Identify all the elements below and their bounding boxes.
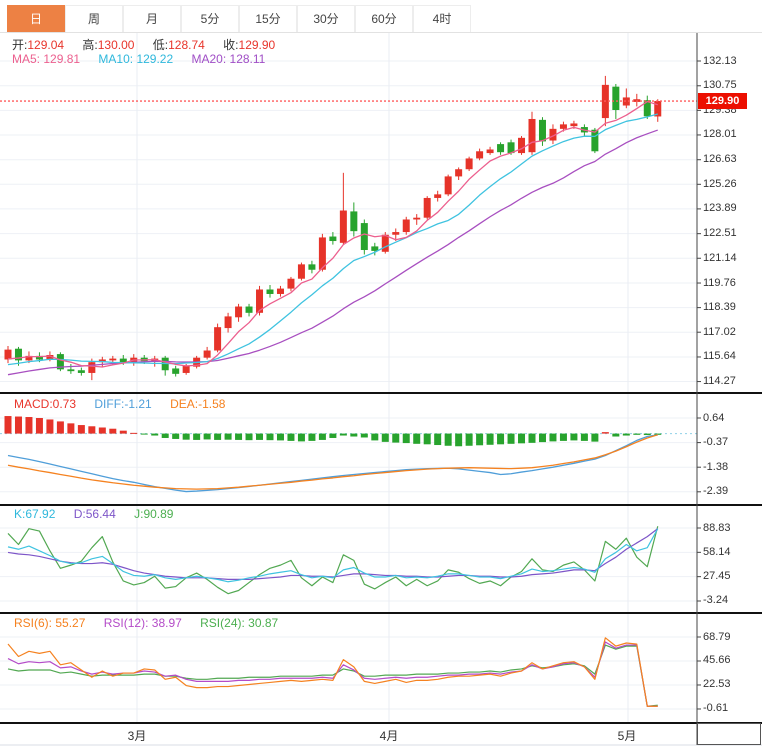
last-price-badge: 129.90 <box>698 93 747 109</box>
open-value: 129.04 <box>27 38 65 52</box>
y-axis-label: 114.27 <box>703 375 736 388</box>
macd-legend: MACD:0.73 DIFF:-1.21 DEA:-1.58 <box>14 397 240 411</box>
y-axis-label: 121.14 <box>703 251 737 264</box>
k-value: 67.92 <box>25 507 56 521</box>
ma-legend: MA5: 129.81 MA10: 129.22 MA20: 128.11 <box>12 52 280 66</box>
macd-label: MACD: <box>14 397 53 411</box>
open-label: 开: <box>12 38 28 52</box>
ma5-label: MA5: <box>12 52 41 66</box>
timeframe-tab-60分[interactable]: 60分 <box>355 5 413 32</box>
x-axis-label: 4月 <box>379 729 399 743</box>
diff-item: DIFF:-1.21 <box>94 397 151 411</box>
y-axis-label: 132.13 <box>703 54 737 67</box>
y-axis-label: -0.61 <box>703 702 729 715</box>
y-axis-label: 122.51 <box>703 227 737 240</box>
kdj-legend: K:67.92 D:56.44 J:90.89 <box>14 507 188 521</box>
y-axis-label: 45.66 <box>703 654 731 667</box>
rsi12-label: RSI(12): <box>103 616 149 630</box>
low-label: 低: <box>152 38 169 52</box>
rsi6-label: RSI(6): <box>14 616 53 630</box>
rsi24-item: RSI(24): 30.87 <box>200 616 278 630</box>
y-axis-label: -1.38 <box>703 460 729 473</box>
high-label: 高: <box>82 38 98 52</box>
y-axis-label: 125.26 <box>703 177 737 190</box>
high-value: 130.00 <box>97 38 135 52</box>
y-axis-label: -0.37 <box>703 436 729 449</box>
dea-value: -1.58 <box>198 397 226 411</box>
x-axis-label: 5月 <box>617 729 637 743</box>
diff-label: DIFF: <box>94 397 125 411</box>
y-axis-label: -3.24 <box>703 594 729 607</box>
ma10-value: 129.22 <box>136 52 174 66</box>
rsi24-value: 30.87 <box>248 616 279 630</box>
j-value: 90.89 <box>143 507 174 521</box>
close-value: 129.90 <box>238 38 276 52</box>
rsi-legend: RSI(6): 55.27 RSI(12): 38.97 RSI(24): 30… <box>14 616 293 630</box>
y-axis-label: 130.75 <box>703 79 737 92</box>
rsi6-item: RSI(6): 55.27 <box>14 616 85 630</box>
low-value: 128.74 <box>168 38 205 52</box>
ma20-value: 128.11 <box>229 52 266 66</box>
rsi6-value: 55.27 <box>55 616 86 630</box>
k-label: K: <box>14 507 26 521</box>
j-label: J: <box>134 507 144 521</box>
timeframe-tab-月[interactable]: 月 <box>123 5 181 32</box>
timeframe-tab-4时[interactable]: 4时 <box>413 5 471 32</box>
y-axis-label: 68.79 <box>703 630 731 643</box>
y-axis-label: 119.76 <box>703 276 736 289</box>
macd-item: MACD:0.73 <box>14 397 76 411</box>
k-item: K:67.92 <box>14 507 55 521</box>
d-value: 56.44 <box>85 507 116 521</box>
y-axis-label: 128.01 <box>703 128 737 141</box>
timeframe-tabbar: 日周月 5分 15分 30分 60分 4时 <box>0 0 762 33</box>
y-axis-label: 88.83 <box>703 521 731 534</box>
timeframe-tab-周[interactable]: 周 <box>65 5 123 32</box>
ohlc-open: 开:129.04 <box>12 38 64 52</box>
ma10-label: MA10: <box>98 52 134 66</box>
macd-value: 0.73 <box>52 397 77 411</box>
y-axis-label: 123.89 <box>703 202 737 215</box>
y-axis-label: 126.63 <box>703 153 737 166</box>
axis-corner-box <box>697 723 761 745</box>
close-label: 收: <box>223 38 239 52</box>
ma5-value: 129.81 <box>43 52 81 66</box>
rsi12-item: RSI(12): 38.97 <box>104 616 182 630</box>
x-axis-label: 3月 <box>127 729 147 743</box>
y-axis-label: 27.45 <box>703 570 731 583</box>
d-item: D:56.44 <box>74 507 116 521</box>
diff-value: -1.21 <box>124 397 152 411</box>
timeframe-tab-日[interactable]: 日 <box>7 5 65 32</box>
y-axis-label: 58.14 <box>703 545 731 558</box>
y-axis-label: 117.02 <box>703 325 736 338</box>
rsi24-label: RSI(24): <box>200 616 245 630</box>
y-axis-label: 0.64 <box>703 411 725 424</box>
ohlc-close: 收:129.90 <box>223 38 275 52</box>
ohlc-high: 高:130.00 <box>82 38 134 52</box>
ma10-item: MA10: 129.22 <box>98 52 173 66</box>
y-axis-label: 118.39 <box>703 301 736 314</box>
timeframe-tab-15分[interactable]: 15分 <box>239 5 297 32</box>
rsi12-value: 38.97 <box>151 616 182 630</box>
ma20-item: MA20: 128.11 <box>191 52 265 66</box>
d-label: D: <box>73 507 86 521</box>
timeframe-tab-5分[interactable]: 5分 <box>181 5 239 32</box>
y-axis-label: 115.64 <box>703 350 736 363</box>
ohlc-low: 低:128.74 <box>153 38 205 52</box>
dea-label: DEA: <box>170 397 199 411</box>
dea-item: DEA:-1.58 <box>170 397 225 411</box>
ma20-label: MA20: <box>191 52 227 66</box>
y-axis-label: -2.39 <box>703 485 729 498</box>
j-item: J:90.89 <box>134 507 173 521</box>
timeframe-tab-30分[interactable]: 30分 <box>297 5 355 32</box>
ohlc-legend: 开:129.04 高:130.00 低:128.74 收:129.90 <box>12 36 290 53</box>
ma5-item: MA5: 129.81 <box>12 52 80 66</box>
y-axis-label: 22.53 <box>703 678 731 691</box>
